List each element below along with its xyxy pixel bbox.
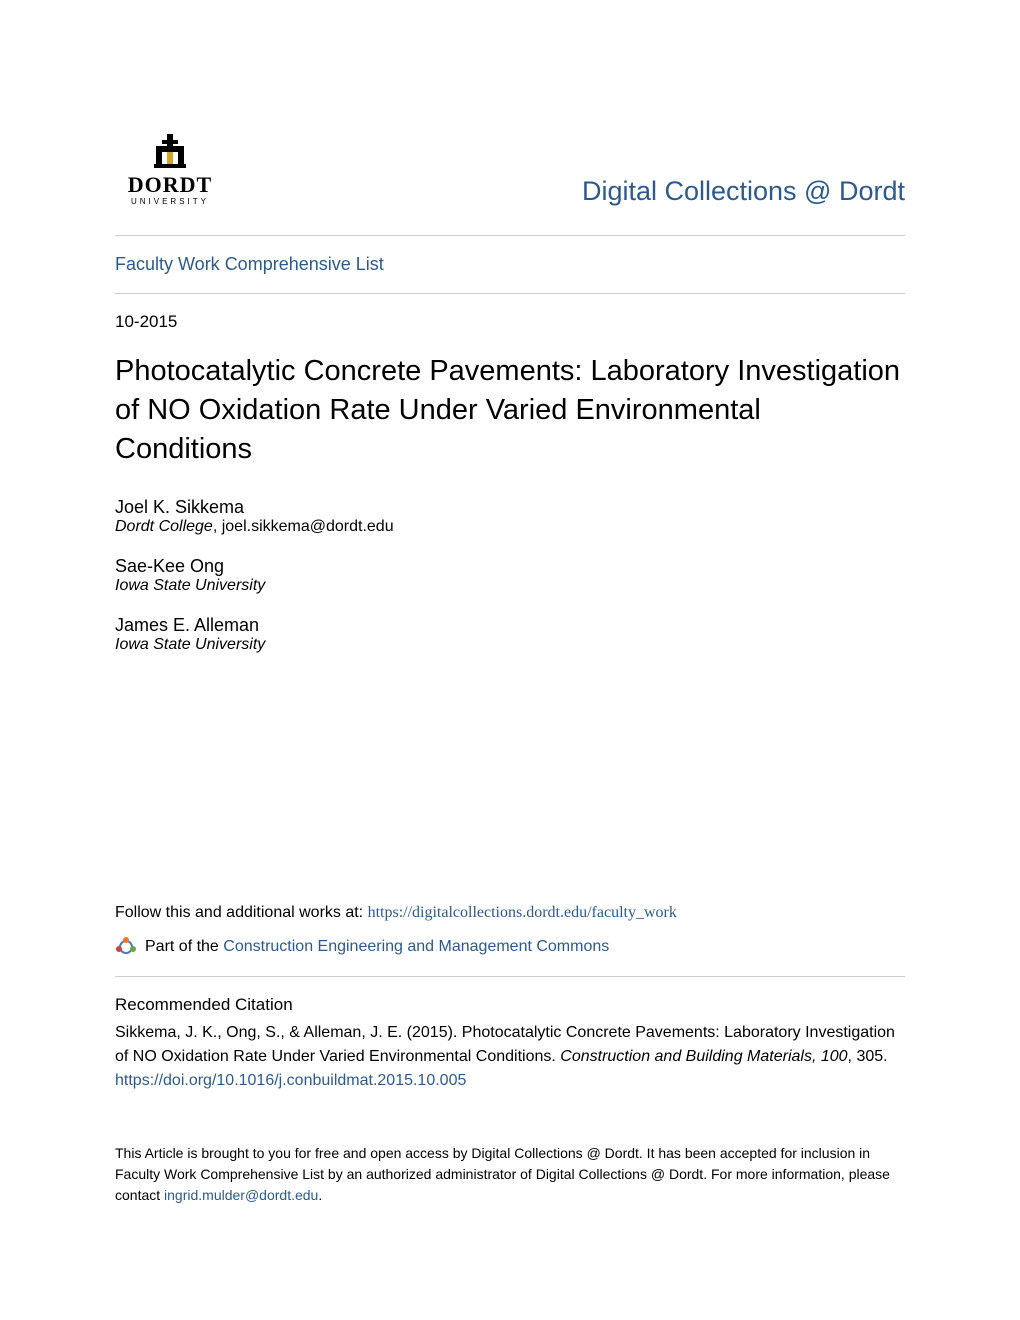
author-block-3: James E. Alleman Iowa State University [115,615,905,654]
commons-link[interactable]: Construction Engineering and Management … [223,938,609,955]
author-name: Sae-Kee Ong [115,556,905,577]
header-row: DORDT UNIVERSITY Digital Collections @ D… [115,130,905,215]
follow-section: Follow this and additional works at: htt… [115,904,905,922]
breadcrumb-link[interactable]: Faculty Work Comprehensive List [115,254,384,274]
logo-subtext: UNIVERSITY [131,197,209,206]
doi-link[interactable]: https://doi.org/10.1016/j.conbuildmat.20… [115,1072,466,1089]
author-name: Joel K. Sikkema [115,497,905,518]
publication-date: 10-2015 [115,312,905,332]
citation-text: Sikkema, J. K., Ong, S., & Alleman, J. E… [115,1021,905,1093]
university-logo: DORDT UNIVERSITY [115,130,225,215]
follow-prefix: Follow this and additional works at: [115,904,368,921]
citation-divider [115,976,905,977]
part-of-text: Part of the Construction Engineering and… [145,938,609,956]
repository-link[interactable]: Digital Collections @ Dordt [582,176,905,207]
page-container: DORDT UNIVERSITY Digital Collections @ D… [0,0,1020,1246]
contact-email-link[interactable]: ingrid.mulder@dordt.edu [164,1187,318,1203]
logo-text: DORDT [128,172,212,197]
follow-link[interactable]: https://digitalcollections.dordt.edu/fac… [368,904,677,921]
breadcrumb-divider [115,293,905,294]
network-commons-icon [115,936,137,958]
breadcrumb: Faculty Work Comprehensive List [115,236,905,293]
article-title: Photocatalytic Concrete Pavements: Labor… [115,352,905,469]
author-block-2: Sae-Kee Ong Iowa State University [115,556,905,595]
author-affiliation: Dordt College, joel.sikkema@dordt.edu [115,518,905,536]
author-affiliation: Iowa State University [115,577,905,595]
citation-heading: Recommended Citation [115,995,905,1015]
dordt-logo-icon: DORDT UNIVERSITY [115,130,225,215]
author-block-1: Joel K. Sikkema Dordt College, joel.sikk… [115,497,905,536]
part-of-row: Part of the Construction Engineering and… [115,936,905,958]
author-name: James E. Alleman [115,615,905,636]
author-affiliation: Iowa State University [115,636,905,654]
footer-text: This Article is brought to you for free … [115,1143,905,1206]
